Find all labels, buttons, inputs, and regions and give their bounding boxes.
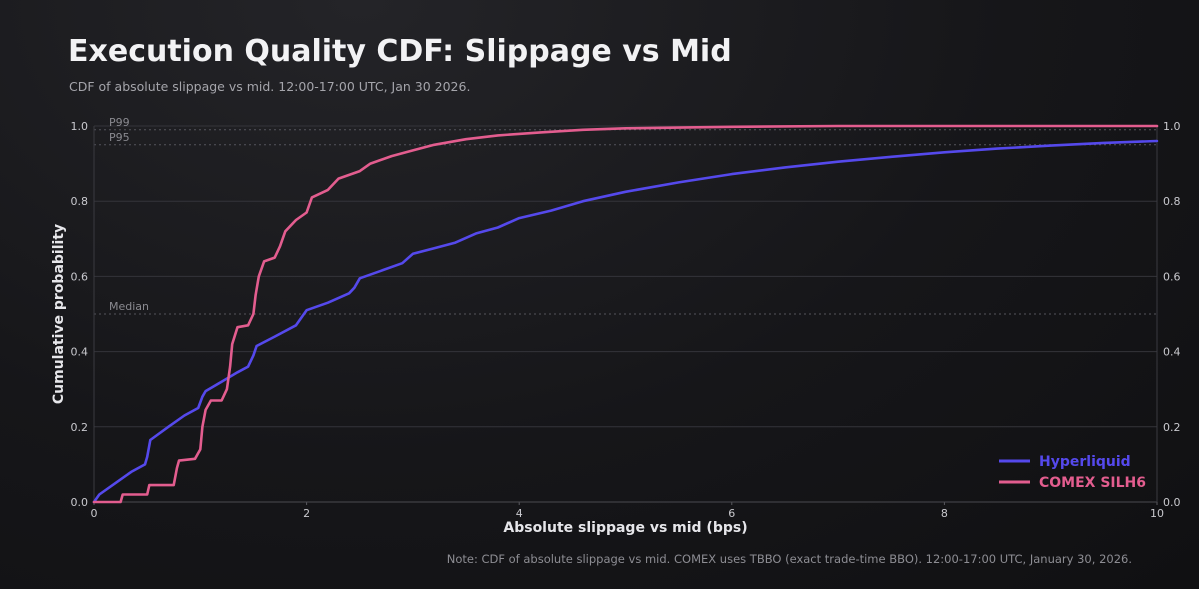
x-tick-label: 8 xyxy=(941,507,948,520)
x-tick-label: 0 xyxy=(91,507,98,520)
legend-label: Hyperliquid xyxy=(1039,454,1131,470)
x-tick-label: 10 xyxy=(1150,507,1164,520)
x-axis-title: Absolute slippage vs mid (bps) xyxy=(503,520,747,536)
y2-tick-label: 0.6 xyxy=(1163,270,1181,283)
y-tick-label: 0.8 xyxy=(71,195,89,208)
axes: 0.0 0.0 0.2 0.2 0.4 0.4 0.6 0.6 0.8 0.8 1.0 1.0 0 2 4 6… xyxy=(71,120,1181,520)
chart-subtitle: CDF of absolute slippage vs mid. 12:00-1… xyxy=(69,79,471,94)
y2-tick-label: 0.0 xyxy=(1163,496,1181,509)
series-line-comex-silh6 xyxy=(92,124,1159,504)
x-tick-label: 2 xyxy=(303,507,310,520)
x-tick-label: 4 xyxy=(516,507,523,520)
series-lines xyxy=(92,124,1159,504)
reference-line-label: P99 xyxy=(109,116,130,129)
series-line-hyperliquid xyxy=(92,139,1159,504)
reference-line-label: P95 xyxy=(109,131,130,144)
y2-tick-label: 1.0 xyxy=(1163,120,1181,133)
reference-line-label: Median xyxy=(109,300,149,313)
y2-tick-label: 0.2 xyxy=(1163,421,1181,434)
footnote: Note: CDF of absolute slippage vs mid. C… xyxy=(446,552,1132,566)
legend: Hyperliquid COMEX SILH6 xyxy=(999,454,1146,491)
y-tick-label: 0.6 xyxy=(71,270,89,283)
y2-tick-label: 0.4 xyxy=(1163,346,1181,359)
legend-label: COMEX SILH6 xyxy=(1039,475,1146,491)
y2-tick-label: 0.8 xyxy=(1163,195,1181,208)
y-tick-label: 0.2 xyxy=(71,421,89,434)
reference-lines: P99 P95 Median xyxy=(94,116,1157,315)
y-tick-label: 1.0 xyxy=(71,120,89,133)
y-tick-label: 0.0 xyxy=(71,496,89,509)
y-tick-label: 0.4 xyxy=(71,346,89,359)
x-tick-label: 6 xyxy=(728,507,735,520)
chart-title: Execution Quality CDF: Slippage vs Mid xyxy=(68,34,732,69)
y-axis-title: Cumulative probability xyxy=(51,224,67,404)
